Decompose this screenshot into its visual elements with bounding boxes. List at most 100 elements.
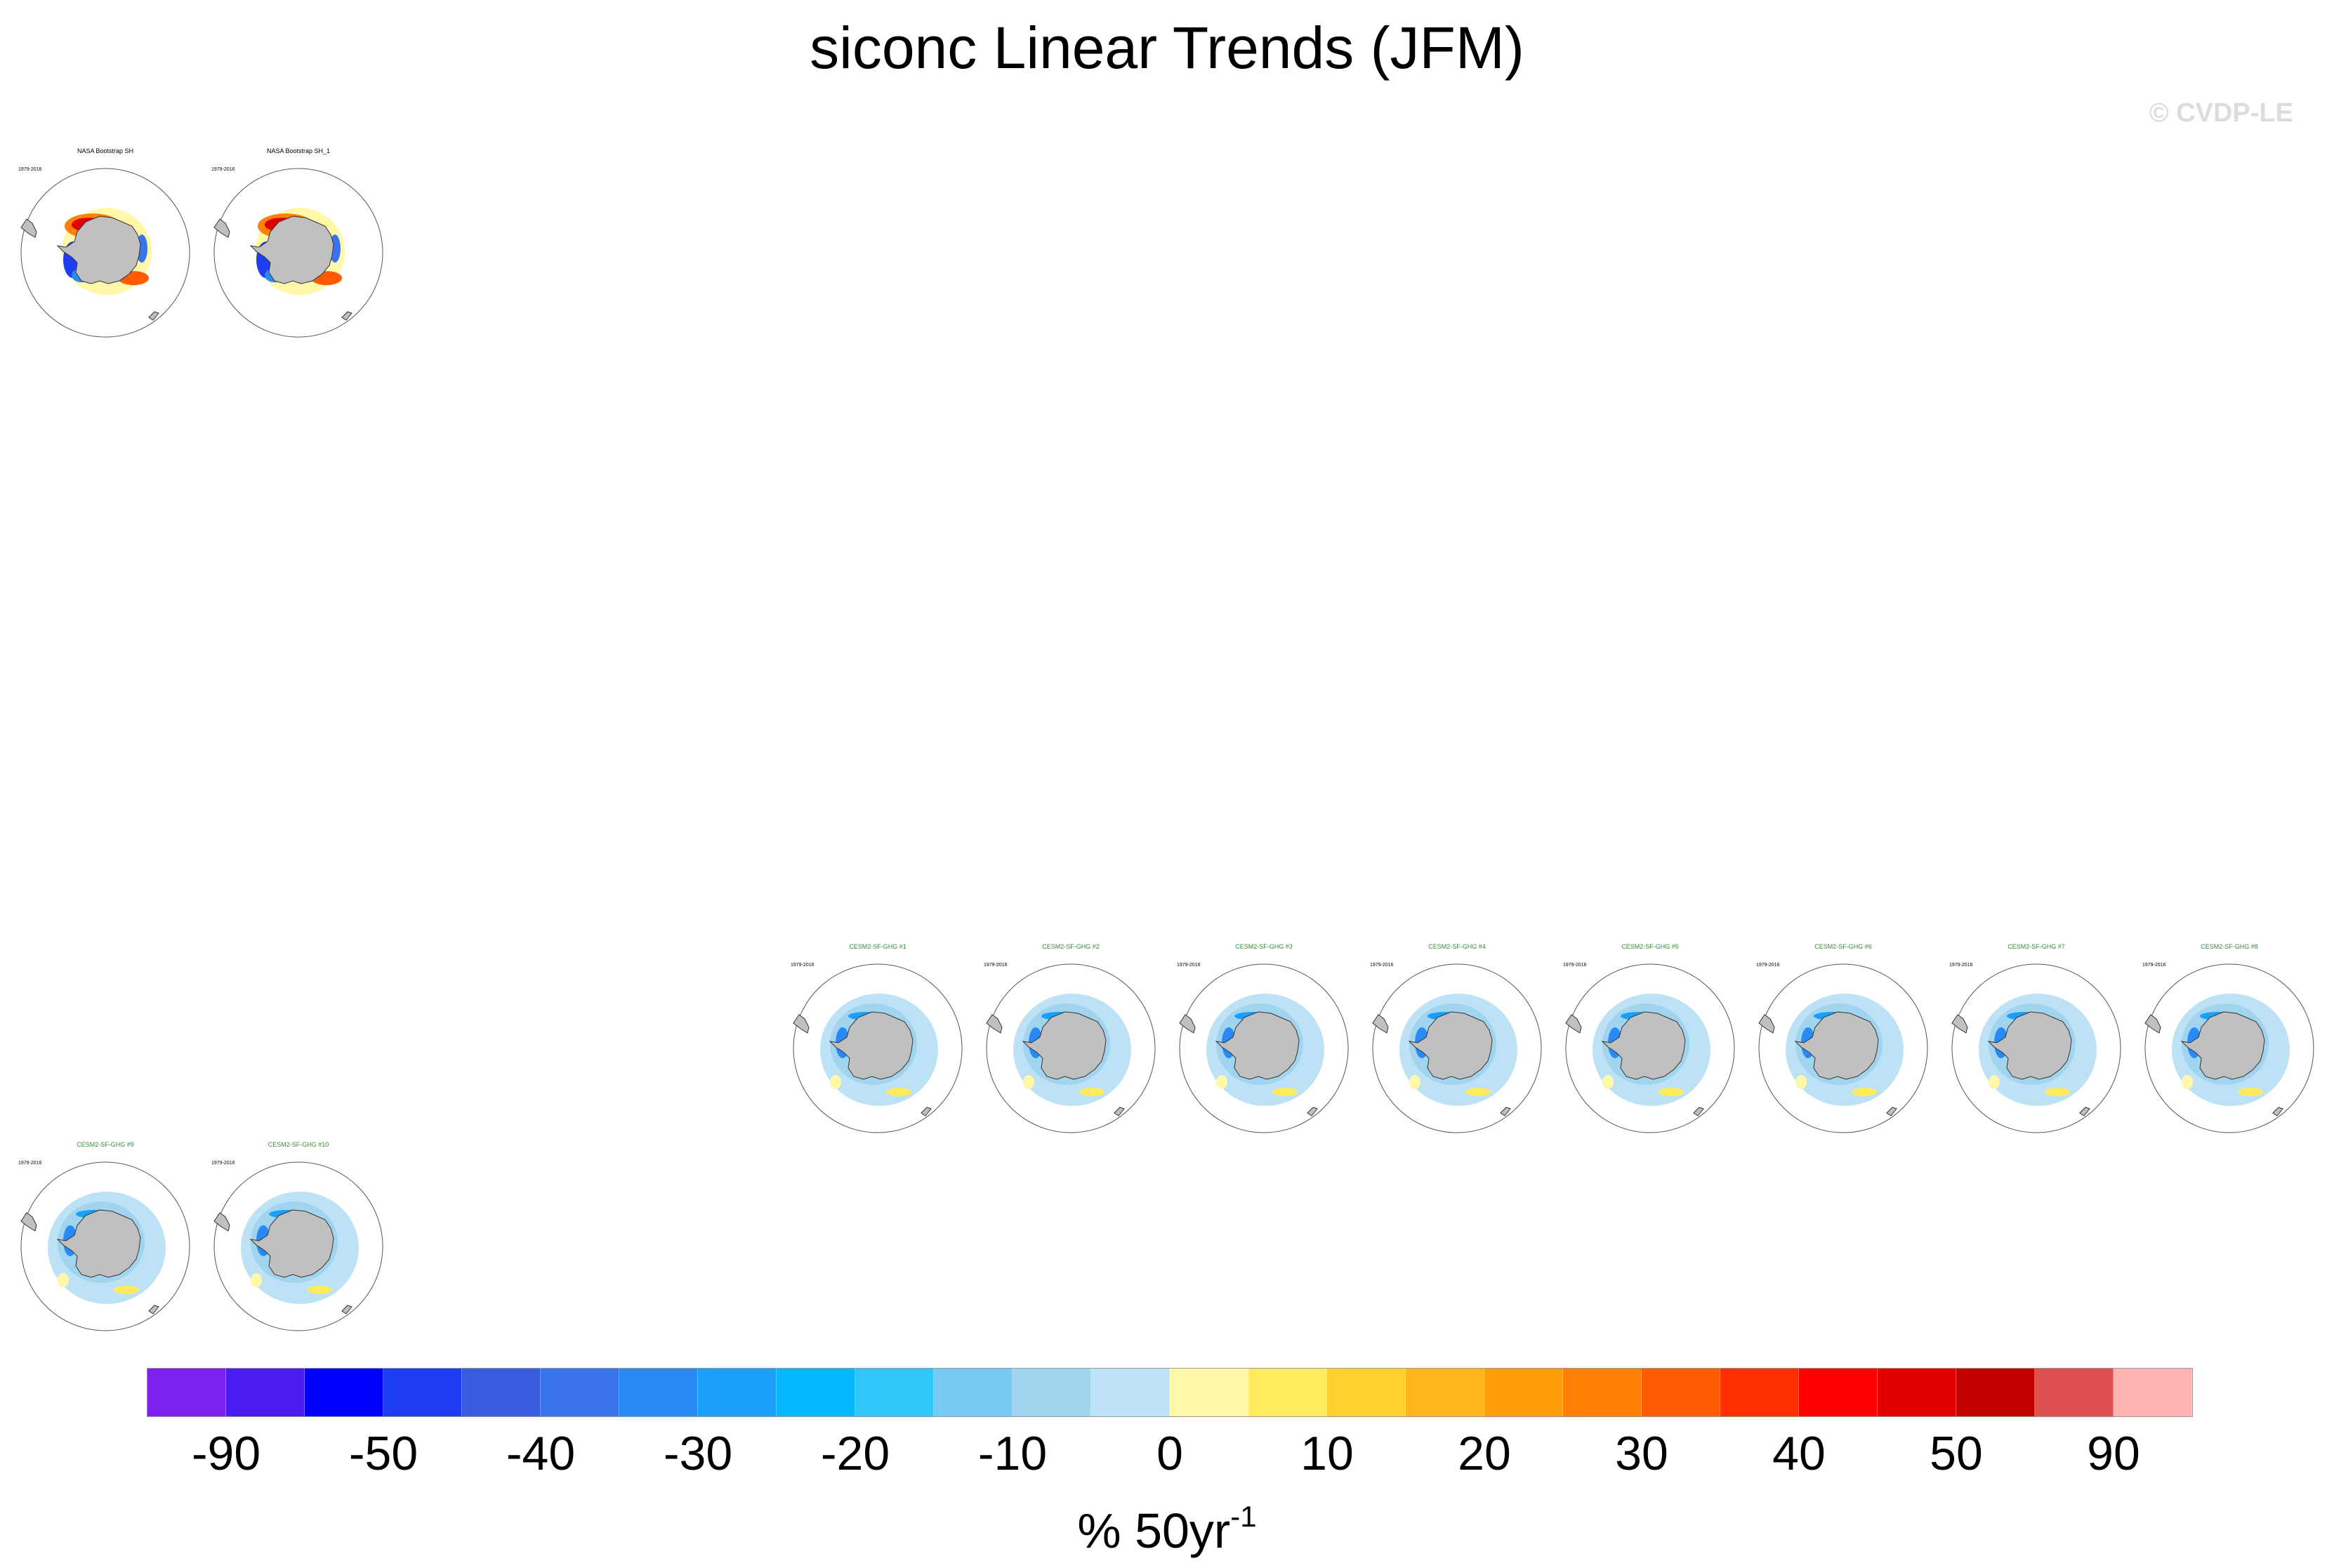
- trend-positive-region: [830, 1075, 841, 1089]
- colorbar-swatch: [2114, 1369, 2192, 1416]
- polar-map: [2144, 963, 2314, 1133]
- map-panel-member-4: CESM2-SF-GHG #4 1979-2016: [1366, 943, 1548, 1140]
- colorbar-swatch: [1642, 1369, 1720, 1416]
- trend-positive-region: [1989, 1075, 2000, 1089]
- antarctica-landmass: [1794, 1011, 1879, 1080]
- new-zealand-landmass: [148, 311, 159, 321]
- new-zealand-landmass: [2272, 1107, 2283, 1116]
- map-panel-member-6: CESM2-SF-GHG #6 1979-2016: [1752, 943, 1934, 1140]
- colorbar-swatch: [147, 1369, 226, 1416]
- trend-positive-region: [1659, 1088, 1684, 1096]
- panel-period: 1979-2016: [18, 167, 42, 172]
- map-panel-member-10: CESM2-SF-GHG #10 1979-2016: [207, 1141, 390, 1338]
- trend-positive-region: [114, 1286, 139, 1294]
- colorbar-tick-label: 50: [1930, 1427, 1983, 1480]
- colorbar-swatch: [698, 1369, 777, 1416]
- panel-title: CESM2-SF-GHG #10: [268, 1141, 329, 1148]
- polar-map: [20, 168, 190, 338]
- colorbar-swatch: [934, 1369, 1013, 1416]
- colorbar-tick-label: 20: [1458, 1427, 1511, 1480]
- polar-map: [793, 963, 963, 1133]
- colorbar-swatch: [1878, 1369, 1956, 1416]
- colorbar-tick-label: 10: [1300, 1427, 1354, 1480]
- south-america-landmass: [1372, 1014, 1389, 1034]
- panel-period: 1979-2016: [211, 167, 235, 172]
- new-zealand-landmass: [148, 1305, 159, 1315]
- panel-title: CESM2-SF-GHG #2: [1042, 943, 1100, 950]
- page-title: siconc Linear Trends (JFM): [810, 15, 1524, 81]
- panel-title: NASA Bootstrap SH: [77, 147, 134, 154]
- map-panel-member-2: CESM2-SF-GHG #2 1979-2016: [980, 943, 1162, 1140]
- colorbar-units: % 50yr-1: [0, 1487, 2334, 1560]
- trend-positive-region: [1409, 1075, 1420, 1089]
- new-zealand-landmass: [921, 1107, 932, 1116]
- colorbar-tick-label: 90: [2087, 1427, 2140, 1480]
- south-america-landmass: [213, 1212, 230, 1232]
- copyright-label: © CVDP-LE: [2149, 98, 2293, 128]
- south-america-landmass: [1758, 1014, 1775, 1034]
- new-zealand-landmass: [1693, 1107, 1704, 1116]
- panel-title: CESM2-SF-GHG #9: [77, 1141, 134, 1148]
- colorbar-swatch: [2035, 1369, 2114, 1416]
- colorbar-tick-label: -20: [820, 1427, 890, 1480]
- trend-positive-region: [1023, 1075, 1034, 1089]
- map-panel-member-3: CESM2-SF-GHG #3 1979-2016: [1173, 943, 1355, 1140]
- colorbar-tick-label: -10: [977, 1427, 1048, 1480]
- polar-map: [1565, 963, 1735, 1133]
- polar-map: [213, 168, 383, 338]
- colorbar-swatch: [541, 1369, 619, 1416]
- antarctica-landmass: [1408, 1011, 1493, 1080]
- antarctica-landmass: [1987, 1011, 2072, 1080]
- trend-positive-region: [251, 1273, 262, 1287]
- south-america-landmass: [1951, 1014, 1968, 1034]
- colorbar-tick-label: -90: [191, 1427, 261, 1480]
- antarctica-landmass: [1022, 1011, 1107, 1080]
- new-zealand-landmass: [341, 311, 352, 321]
- panel-period: 1979-2016: [1177, 963, 1201, 968]
- panel-title: CESM2-SF-GHG #4: [1428, 943, 1486, 950]
- colorbar-swatch: [1484, 1369, 1563, 1416]
- panel-period: 1979-2016: [984, 963, 1008, 968]
- colorbar-swatch: [777, 1369, 855, 1416]
- colorbar-swatch: [1406, 1369, 1484, 1416]
- panel-period: 1979-2016: [791, 963, 815, 968]
- trend-positive-region: [58, 1273, 69, 1287]
- map-panel-member-5: CESM2-SF-GHG #5 1979-2016: [1559, 943, 1741, 1140]
- antarctica-landmass: [829, 1011, 914, 1080]
- south-america-landmass: [1179, 1014, 1196, 1034]
- colorbar-swatch: [1091, 1369, 1170, 1416]
- trend-positive-region: [1465, 1088, 1491, 1096]
- new-zealand-landmass: [341, 1305, 352, 1315]
- south-america-landmass: [1565, 1014, 1582, 1034]
- colorbar-swatch: [383, 1369, 462, 1416]
- polar-map: [1951, 963, 2121, 1133]
- south-america-landmass: [20, 218, 37, 238]
- south-america-landmass: [213, 218, 230, 238]
- map-panel-member-7: CESM2-SF-GHG #7 1979-2016: [1945, 943, 2128, 1140]
- colorbar-ticks: -90 -50 -40 -30 -20 -10 0 10 20 30 40 50…: [0, 1425, 2334, 1482]
- colorbar-swatch: [226, 1369, 305, 1416]
- antarctica-landmass: [249, 1209, 334, 1278]
- trend-positive-region: [2182, 1075, 2193, 1089]
- new-zealand-landmass: [1500, 1107, 1511, 1116]
- colorbar-swatch: [1563, 1369, 1642, 1416]
- polar-map: [1758, 963, 1928, 1133]
- colorbar-tick-label: -30: [663, 1427, 733, 1480]
- colorbar-swatch: [462, 1369, 541, 1416]
- colorbar-swatch: [1248, 1369, 1327, 1416]
- units-label: % 50yr: [1077, 1503, 1231, 1558]
- panel-title: CESM2-SF-GHG #3: [1235, 943, 1293, 950]
- colorbar-swatch: [619, 1369, 698, 1416]
- colorbar-tick-label: 30: [1615, 1427, 1668, 1480]
- new-zealand-landmass: [2079, 1107, 2090, 1116]
- colorbar-tick-label: -40: [506, 1427, 576, 1480]
- antarctica-landmass: [2180, 1011, 2265, 1080]
- colorbar-swatch: [1013, 1369, 1091, 1416]
- map-panel-member-1: CESM2-SF-GHG #1 1979-2016: [786, 943, 969, 1140]
- colorbar: [147, 1368, 2193, 1417]
- trend-positive-region: [1795, 1075, 1807, 1089]
- antarctica-landmass: [56, 1209, 141, 1278]
- panel-period: 1979-2016: [1949, 963, 1973, 968]
- antarctica-landmass: [1601, 1011, 1686, 1080]
- map-panel-obs-1: NASA Bootstrap SH 1979-2016: [14, 147, 197, 344]
